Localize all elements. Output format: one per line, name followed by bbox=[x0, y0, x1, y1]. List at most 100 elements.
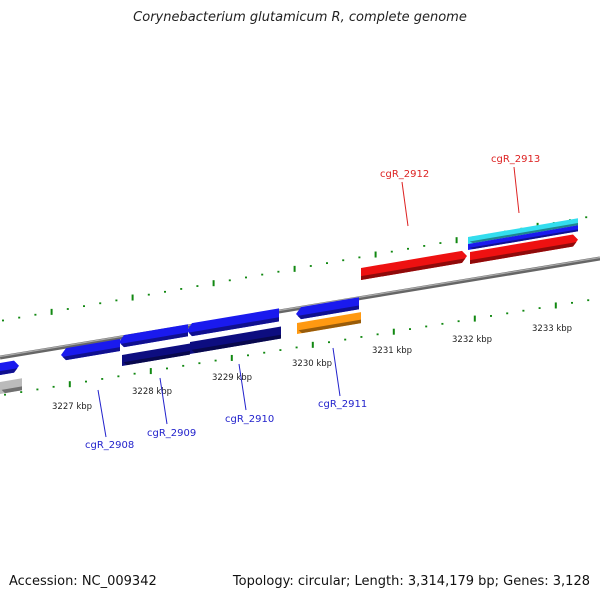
gene-label-cgR_2910[interactable]: cgR_2910 bbox=[225, 363, 274, 425]
gene-cgR_2912[interactable] bbox=[361, 250, 467, 280]
feature-grey-left-shadow bbox=[1, 386, 22, 394]
outer-tick bbox=[342, 259, 345, 262]
inner-tick bbox=[263, 351, 266, 354]
inner-tick bbox=[247, 354, 249, 357]
inner-tick bbox=[117, 375, 120, 378]
inner-tick bbox=[457, 320, 460, 323]
outer-tick bbox=[196, 285, 199, 287]
gene-cgR_2912-shadow bbox=[361, 258, 466, 280]
inner-tick bbox=[198, 362, 201, 365]
inner-tick bbox=[279, 349, 282, 351]
gene-cgR_2911[interactable] bbox=[296, 297, 359, 320]
feature-orange[interactable] bbox=[297, 312, 361, 334]
gene-cgR_2910[interactable] bbox=[187, 308, 279, 337]
inner-tick bbox=[214, 359, 217, 362]
outer-tick bbox=[212, 280, 215, 287]
scale-label: 3230 kbp bbox=[292, 359, 332, 369]
feature-orange-shadow bbox=[298, 319, 361, 334]
backbone-line bbox=[0, 256, 600, 360]
feature-blue-stripe[interactable] bbox=[468, 225, 578, 250]
accession-text: Accession: NC_009342 bbox=[9, 574, 157, 589]
feature-cgR_2909-dark[interactable] bbox=[122, 343, 190, 366]
gene-label-text[interactable]: cgR_2910 bbox=[225, 414, 274, 425]
gene-cgR_2909[interactable] bbox=[119, 324, 188, 348]
inner-tick-track bbox=[4, 299, 590, 396]
inner-tick bbox=[344, 338, 347, 341]
outer-tick bbox=[18, 316, 21, 319]
outer-tick bbox=[309, 265, 312, 267]
gene-labels[interactable]: cgR_2912 cgR_2913 cgR_2908 cgR_2909 cgR_2910… bbox=[85, 154, 540, 451]
backbone-highlight bbox=[0, 256, 600, 358]
inner-tick bbox=[36, 388, 39, 391]
gene-cgR_2913[interactable] bbox=[470, 234, 578, 264]
inner-tick bbox=[522, 309, 525, 312]
outer-tick bbox=[180, 288, 183, 290]
gene-cgR_2908-shadow bbox=[62, 347, 120, 361]
outer-tick bbox=[277, 270, 280, 273]
leader-line bbox=[401, 181, 409, 227]
feature-cgR_2910-dark[interactable] bbox=[190, 326, 281, 354]
outer-tick bbox=[228, 279, 231, 282]
inner-tick bbox=[538, 307, 541, 309]
feature-cyan[interactable] bbox=[468, 218, 578, 244]
feature-cgR_2910-dark-shadow bbox=[191, 334, 281, 354]
gene-label-cgR_2912[interactable]: cgR_2912 bbox=[380, 169, 429, 227]
inner-tick bbox=[68, 381, 71, 388]
leader-line bbox=[159, 377, 168, 425]
inner-tick bbox=[101, 378, 104, 380]
gene-label-text[interactable]: cgR_2913 bbox=[491, 154, 540, 165]
inner-tick bbox=[133, 372, 136, 375]
gene-cgR_2909-shadow bbox=[120, 332, 188, 348]
gene-label-cgR_2913[interactable]: cgR_2913 bbox=[491, 154, 540, 214]
gene-label-text[interactable]: cgR_2908 bbox=[85, 440, 134, 451]
inner-tick bbox=[490, 315, 492, 317]
outer-tick bbox=[34, 313, 37, 316]
gene-label-text[interactable]: cgR_2909 bbox=[147, 428, 196, 439]
scale-label: 3229 kbp bbox=[212, 373, 252, 383]
gene-label-cgR_2908[interactable]: cgR_2908 bbox=[85, 389, 134, 451]
genome-summary-text: Topology: circular; Length: 3,314,179 bp… bbox=[232, 574, 590, 589]
inner-tick bbox=[506, 312, 509, 315]
outer-tick bbox=[115, 299, 118, 302]
inner-tick bbox=[166, 367, 168, 370]
outer-tick bbox=[293, 265, 296, 272]
outer-tick bbox=[261, 273, 264, 276]
outer-tick bbox=[66, 308, 69, 310]
outer-tick bbox=[423, 245, 426, 247]
outer-tick bbox=[326, 262, 328, 265]
outer-tick bbox=[374, 251, 377, 258]
gene-cgR_2910-shadow bbox=[188, 317, 279, 337]
gene-cgR_2908[interactable] bbox=[61, 338, 120, 361]
inner-tick bbox=[441, 322, 444, 325]
scale-label: 3227 kbp bbox=[52, 402, 92, 412]
map-title: Corynebacterium glutamicum R, complete g… bbox=[133, 10, 467, 25]
scale-label: 3228 kbp bbox=[132, 387, 172, 397]
gene-label-text[interactable]: cgR_2912 bbox=[380, 169, 429, 180]
feature-blue-left[interactable] bbox=[0, 360, 19, 375]
outer-tick bbox=[245, 276, 247, 279]
inner-tick bbox=[554, 302, 557, 309]
inner-tick bbox=[376, 333, 379, 336]
leader-line bbox=[513, 166, 520, 214]
outer-tick bbox=[585, 216, 588, 219]
inner-tick bbox=[587, 299, 590, 302]
gene-label-cgR_2911[interactable]: cgR_2911 bbox=[318, 347, 367, 410]
leader-line bbox=[332, 347, 341, 397]
feature-blue-left-shadow bbox=[0, 368, 18, 375]
inner-tick bbox=[52, 385, 55, 388]
leader-line bbox=[238, 363, 247, 411]
gene-label-cgR_2909[interactable]: cgR_2909 bbox=[147, 377, 196, 439]
outer-tick bbox=[439, 242, 442, 244]
leader-line bbox=[97, 389, 107, 438]
outer-tick bbox=[455, 237, 458, 244]
inner-tick bbox=[149, 368, 152, 375]
outer-tick bbox=[407, 247, 409, 250]
gene-label-text[interactable]: cgR_2911 bbox=[318, 399, 367, 410]
outer-tick bbox=[390, 250, 393, 253]
feature-grey-left[interactable] bbox=[0, 378, 22, 394]
outer-tick bbox=[147, 293, 150, 296]
gene-cgR_2911-shadow bbox=[297, 305, 359, 320]
gene-features[interactable] bbox=[0, 218, 578, 394]
scale-label: 3231 kbp bbox=[372, 346, 412, 356]
